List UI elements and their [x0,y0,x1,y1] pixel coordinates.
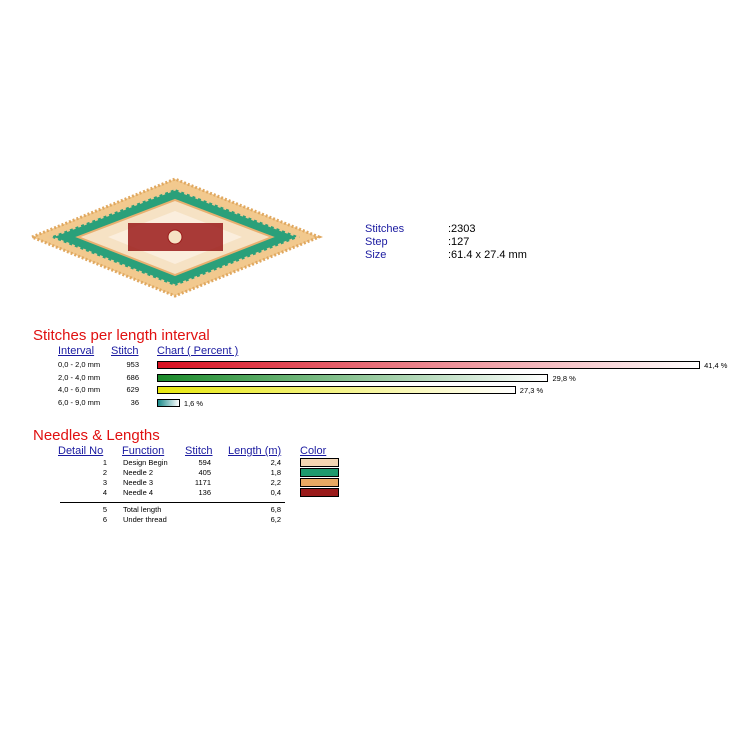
stitch-count: 629 [126,385,139,394]
length: 1,8 [270,468,281,477]
percent-label: 27,3 % [519,386,544,395]
section-title: Needles & Lengths [33,427,160,444]
length: 0,4 [270,488,281,497]
stitch-count: 136 [198,488,211,497]
stitch-count: 594 [198,458,211,467]
function: Total length [123,505,162,514]
percent-bar [157,373,549,382]
color-swatch [300,468,339,477]
column-header: Interval [58,345,95,357]
length: 2,2 [270,478,281,487]
interval-label: 0,0 - 2,0 mm [58,360,101,369]
length: 2,4 [270,458,281,467]
column-header: Stitch [111,345,139,357]
stitch-count: 1171 [194,478,211,487]
stat-label: Size [365,249,387,261]
function: Needle 3 [123,478,154,487]
stitch-count: 953 [126,360,139,369]
stat-value: :2303 [448,223,476,235]
detail-no: 5 [102,505,107,514]
interval-label: 2,0 - 4,0 mm [58,372,101,382]
column-header: Color [300,445,327,457]
function: Needle 4 [123,488,154,497]
length: 6,8 [270,505,281,514]
column-header: Stitch [185,445,213,457]
function: Design Begin [123,458,168,467]
column-header: Length (m) [228,445,282,457]
detail-no: 2 [102,468,107,477]
percent-label: 41,4 % [704,361,728,370]
stitch-count: 686 [126,372,139,382]
stat-value: :127 [448,236,470,248]
color-swatch [300,478,339,487]
stat-value: :61.4 x 27.4 mm [448,249,527,261]
section-title: Stitches per length interval [33,327,210,344]
color-swatch [300,488,339,497]
detail-no: 1 [102,458,107,467]
length: 6,2 [270,515,281,524]
design-preview [28,177,323,298]
percent-label: 1,6 % [183,398,204,408]
column-header: Detail No [58,445,104,457]
percent-bar [157,386,516,394]
color-swatch [300,458,339,467]
detail-no: 4 [102,488,107,497]
stitch-count: 405 [198,468,211,477]
interval-label: 6,0 - 9,0 mm [58,397,101,407]
stitch-count: 36 [130,397,139,407]
separator [60,502,285,503]
percent-bar [157,361,701,369]
function: Under thread [123,515,167,524]
function: Needle 2 [123,468,154,477]
column-header: Function [122,445,165,457]
detail-no: 6 [102,515,107,524]
column-header: Chart ( Percent ) [157,345,239,357]
stat-label: Step [365,236,388,248]
interval-label: 4,0 - 6,0 mm [58,385,101,394]
detail-no: 3 [102,478,107,487]
percent-bar [157,398,180,407]
percent-label: 29,8 % [552,373,576,383]
stat-label: Stitches [365,223,405,235]
